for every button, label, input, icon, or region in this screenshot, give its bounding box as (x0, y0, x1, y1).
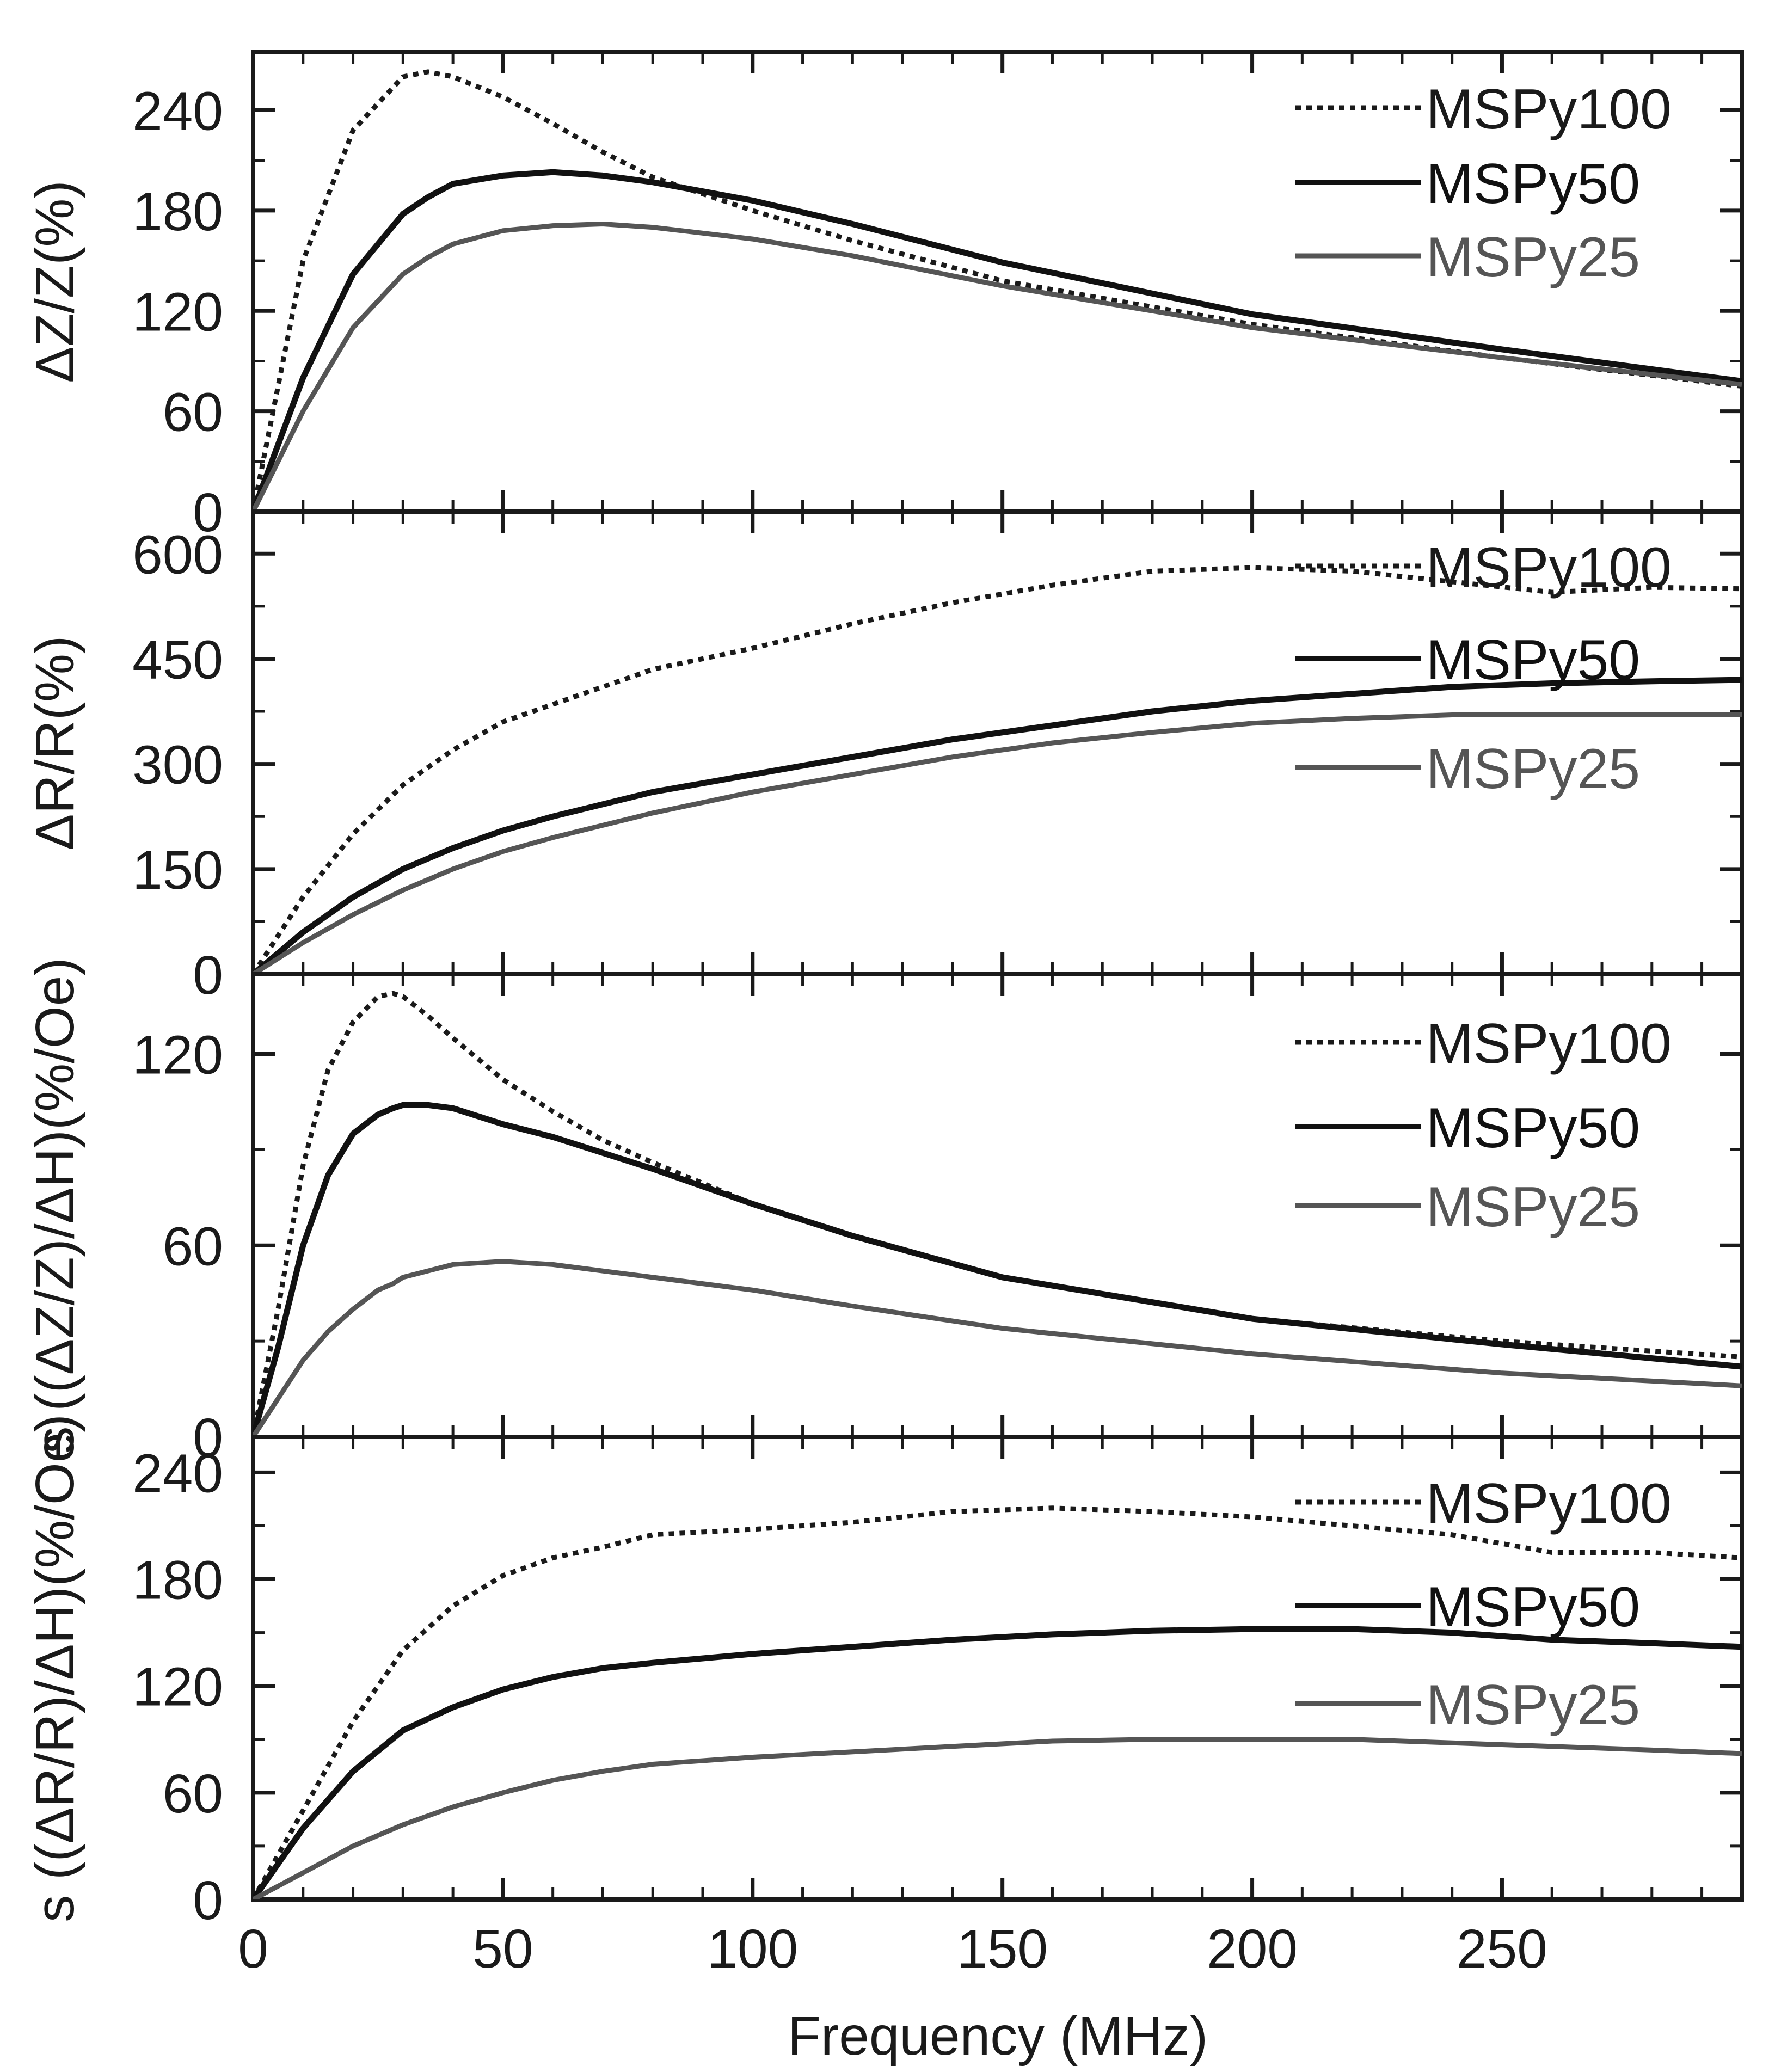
y-tick-label: 0 (193, 482, 223, 543)
legend-label-mspy50: MSPy50 (1426, 629, 1640, 692)
x-tick-label: 50 (472, 1919, 533, 1979)
panel-frame (251, 1435, 1744, 1902)
x-tick-label: 200 (1207, 1919, 1298, 1979)
dz-panel: 0 60 120 180 240 ΔZ/Z(%) MSPy100 MSPy50 MSPy25 (24, 50, 1744, 543)
series-line-mspy50 (253, 169, 1742, 512)
y-tick-label: 450 (132, 629, 223, 690)
legend-label-mspy100: MSPy100 (1426, 1012, 1672, 1075)
series-line-mspy25 (253, 712, 1742, 974)
legend-label-mspy100: MSPy100 (1426, 536, 1672, 599)
y-tick-label: 0 (193, 1407, 223, 1468)
x-tick-label: 0 (238, 1919, 268, 1979)
y-axis-title: ΔZ/Z(%) (24, 180, 85, 383)
x-axis-title: Frequency (MHz) (788, 2006, 1208, 2067)
y-tick-label: 60 (163, 1216, 223, 1277)
legend-label-mspy25: MSPy25 (1426, 226, 1640, 289)
series-line-mspy50 (253, 1626, 1742, 1899)
legend-label-mspy50: MSPy50 (1426, 1576, 1640, 1639)
x-tick-label: 250 (1457, 1919, 1547, 1979)
y-tick-label: 120 (132, 1657, 223, 1718)
y-axis-title: s ((ΔR/R)/ΔH)(%/Oe) (24, 1414, 85, 1922)
y-tick-label: 240 (132, 1443, 223, 1504)
series-line-mspy100 (253, 1505, 1742, 1899)
legend-label-mspy50: MSPy50 (1426, 152, 1640, 216)
y-tick-label: 300 (132, 735, 223, 796)
y-tick-label: 120 (132, 1025, 223, 1086)
y-tick-label: 60 (163, 1763, 223, 1824)
y-tick-label: 0 (193, 945, 223, 1006)
y-tick-label: 180 (132, 181, 223, 242)
legend-label-mspy25: MSPy25 (1426, 737, 1640, 801)
legend: MSPy100 MSPy50 MSPy25 (1295, 536, 1672, 801)
legend-label-mspy25: MSPy25 (1426, 1176, 1640, 1239)
dr-panel: 0 150 300 450 600 ΔR/R(%) MSPy100 MSPy50 MSPy25 (24, 509, 1744, 1006)
legend-label-mspy25: MSPy25 (1426, 1674, 1640, 1737)
series-line-mspy100 (253, 69, 1742, 512)
series-line-mspy25 (253, 222, 1742, 512)
series-line-mspy100 (253, 565, 1742, 974)
series-line-mspy50 (253, 677, 1742, 974)
legend-label-mspy100: MSPy100 (1426, 1472, 1672, 1535)
y-tick-label: 60 (163, 382, 223, 443)
y-axis-title: s ((ΔZ/Z)/ΔH)(%/Oe) (24, 957, 85, 1453)
series-line-mspy25 (253, 1737, 1742, 1899)
series-line-mspy50 (253, 1102, 1742, 1437)
y-tick-label: 600 (132, 524, 223, 585)
legend-label-mspy50: MSPy50 (1426, 1097, 1640, 1160)
y-tick-label: 240 (132, 81, 223, 142)
y-tick-label: 0 (193, 1870, 223, 1931)
legend: MSPy100 MSPy50 MSPy25 (1295, 1472, 1672, 1737)
legend: MSPy100 MSPy50 MSPy25 (1295, 78, 1672, 289)
y-tick-label: 180 (132, 1550, 223, 1611)
series-line-mspy25 (253, 1259, 1742, 1437)
legend: MSPy100 MSPy50 MSPy25 (1295, 1012, 1672, 1239)
y-tick-label: 120 (132, 281, 223, 342)
x-tick-label: 100 (707, 1919, 798, 1979)
legend-label-mspy100: MSPy100 (1426, 78, 1672, 141)
y-tick-label: 150 (132, 840, 223, 901)
x-axis-tick-labels: 0 50 100 150 200 250 (238, 1919, 1547, 1979)
y-axis-title: ΔR/R(%) (24, 636, 85, 851)
x-tick-label: 150 (957, 1919, 1048, 1979)
